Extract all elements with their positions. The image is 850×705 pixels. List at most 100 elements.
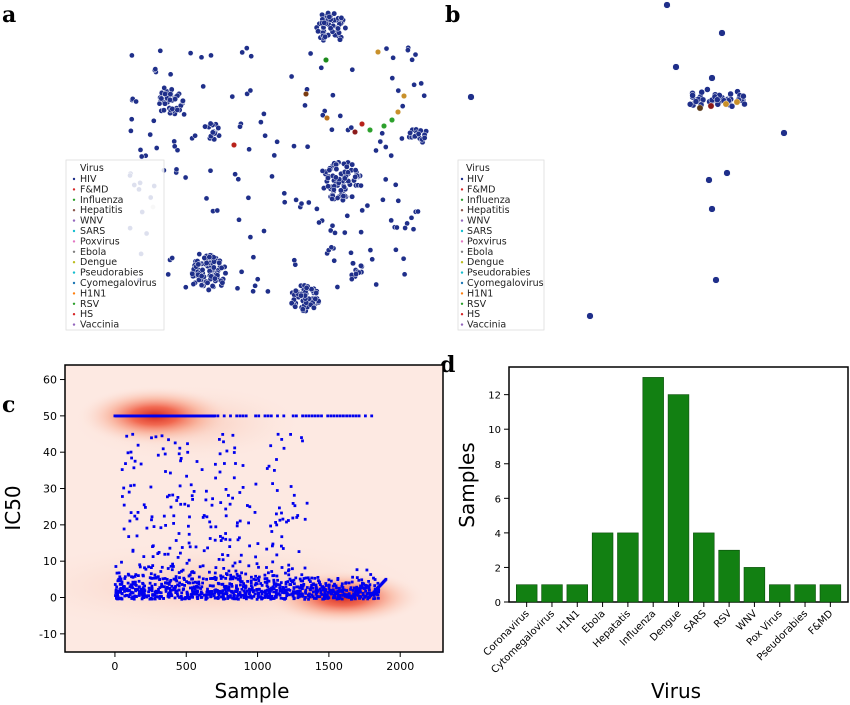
legend-entry: Influenza	[80, 195, 124, 206]
network-node	[405, 47, 411, 53]
legend-entry: Vaccinia	[80, 320, 119, 331]
ic50-point	[195, 460, 199, 463]
ic50-point	[315, 591, 318, 595]
network-node	[291, 257, 298, 264]
ic50-point	[141, 595, 145, 598]
ic50-point	[178, 576, 181, 579]
legend-marker	[460, 188, 464, 191]
ic50-point	[366, 597, 370, 601]
network-node	[171, 143, 178, 150]
ic50-point	[377, 596, 380, 600]
ic50-point	[272, 580, 276, 584]
ic50-point	[248, 590, 252, 594]
network-node	[369, 256, 376, 263]
ic50-point	[304, 596, 307, 599]
bars	[515, 377, 842, 603]
ic50-point	[360, 585, 364, 589]
ic50-point	[174, 585, 177, 588]
ic50-point	[209, 577, 212, 580]
ic50-point	[254, 482, 258, 486]
ic50-point	[224, 507, 228, 511]
ic50-point	[274, 592, 278, 595]
network-node	[707, 102, 715, 110]
network-node	[327, 25, 334, 32]
ic50-point	[122, 486, 126, 490]
ic50-point	[259, 582, 263, 585]
network-node	[352, 173, 359, 180]
network-node	[323, 114, 331, 122]
ic50-point	[367, 585, 371, 588]
network-node	[243, 45, 250, 51]
legend-marker	[460, 271, 464, 274]
ic50-point	[225, 572, 228, 575]
ic50-point	[301, 595, 305, 598]
ic50-point	[269, 597, 273, 601]
panel-a-legend: Virus HIVF&MDInfluenzaHepatitisWNVSARSPo…	[65, 159, 165, 331]
ic50-point	[193, 592, 196, 596]
ic50-point	[254, 578, 257, 582]
ic50-point	[372, 576, 375, 580]
ic50-point	[123, 594, 127, 598]
ic50-point	[272, 590, 275, 594]
ic50-point	[133, 514, 137, 518]
ic50-point	[260, 589, 263, 593]
network-node	[215, 125, 222, 131]
ic50-point	[355, 590, 359, 593]
ic50-point	[188, 515, 191, 519]
ic50-point	[294, 576, 298, 580]
ic50-point	[137, 579, 141, 583]
ic50-point	[166, 495, 169, 499]
ic50-point	[219, 535, 222, 538]
network-node	[302, 102, 308, 109]
network-node	[129, 52, 135, 59]
network-node	[393, 246, 399, 253]
network-node	[236, 216, 242, 223]
ic50-point	[270, 587, 274, 591]
ic50-point	[289, 579, 293, 583]
network-node	[307, 50, 314, 57]
network-node	[187, 50, 194, 56]
ic50-point	[192, 490, 196, 493]
ic50-point	[307, 578, 311, 582]
ic50-point	[341, 588, 344, 592]
network-node	[248, 53, 255, 60]
ic50-point	[250, 586, 254, 590]
ic50-point	[217, 582, 221, 586]
ic50-point	[144, 567, 148, 571]
ic50-point	[147, 594, 150, 598]
ic50-point	[301, 439, 304, 443]
ic50-point	[263, 414, 267, 418]
ic50-point	[206, 546, 209, 550]
ic50-point	[133, 594, 137, 598]
ic50-point	[336, 593, 340, 596]
ic50-point	[169, 505, 173, 509]
ic50-point	[214, 476, 217, 480]
ic50-point	[180, 596, 184, 600]
ic50-point	[176, 583, 179, 587]
ic50-point	[222, 440, 225, 444]
ic50-point	[208, 520, 212, 524]
ic50-point	[241, 464, 245, 467]
ic50-point	[244, 414, 248, 418]
ic50-point	[140, 591, 144, 595]
ic50-point	[174, 539, 178, 542]
ic50-point	[318, 595, 322, 598]
network-node	[244, 91, 250, 97]
y-tick-label: 10	[488, 425, 501, 436]
ic50-point	[196, 597, 199, 600]
ic50-point	[342, 592, 346, 596]
ic50-point	[336, 589, 340, 593]
network-node	[288, 73, 295, 80]
ic50-point	[252, 595, 256, 598]
ic50-point	[345, 414, 348, 418]
ic50-point	[188, 545, 192, 549]
ic50-point	[278, 506, 281, 510]
ic50-point	[235, 586, 238, 589]
legend-entry: H1N1	[80, 288, 106, 299]
x-tick-label: 2000	[386, 660, 414, 673]
legend-marker	[460, 313, 464, 316]
ic50-point	[374, 592, 378, 596]
ic50-point	[281, 591, 284, 594]
ic50-point	[165, 585, 169, 589]
network-node	[373, 281, 380, 288]
